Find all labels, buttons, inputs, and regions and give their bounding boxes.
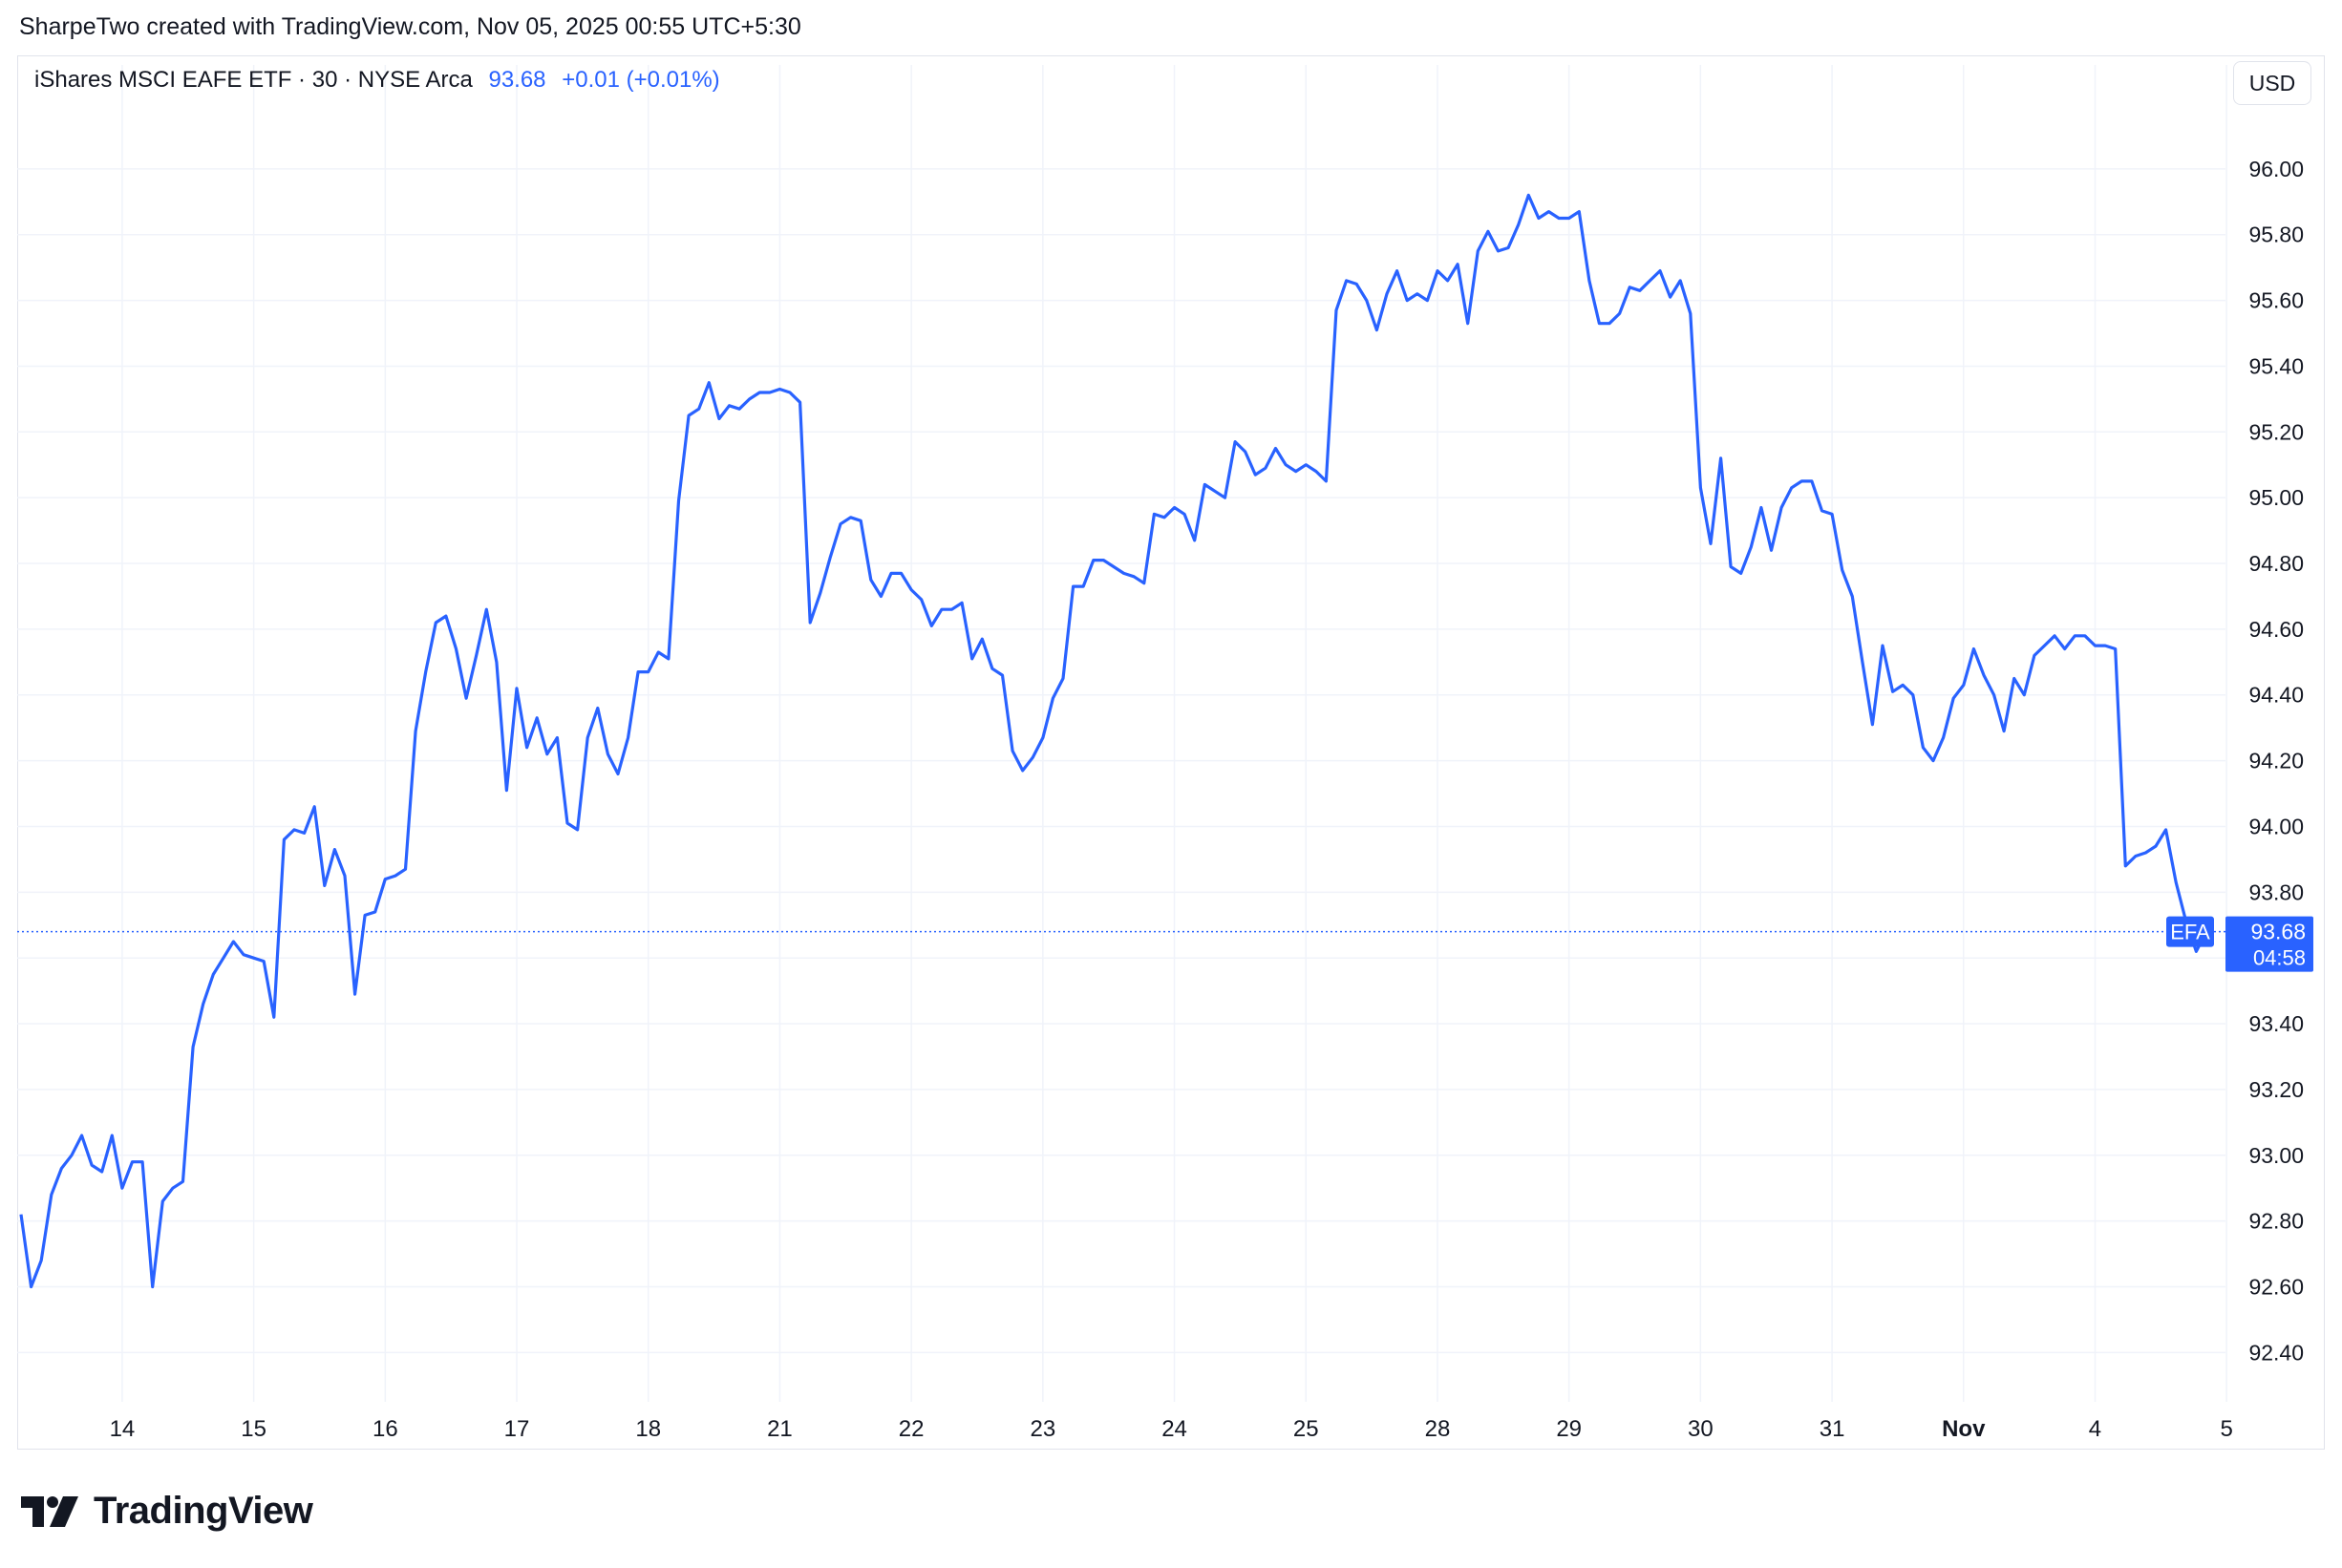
x-axis: 14 15 16 17 18 21 22 23 24 25 28 29 30 31 Nov 4 5 — [110, 1416, 2233, 1442]
legend-change: +0.01 (+0.01%) — [562, 67, 720, 93]
y-tick-label: 93.40 — [2248, 1011, 2304, 1036]
x-tick-label: 18 — [635, 1416, 661, 1442]
x-tick-label: 30 — [1688, 1416, 1714, 1442]
y-tick-label: 95.60 — [2248, 288, 2304, 313]
y-tick-label: 95.80 — [2248, 222, 2304, 247]
x-tick-label: 23 — [1031, 1416, 1056, 1442]
x-tick-label: 14 — [110, 1416, 136, 1442]
y-tick-label: 92.60 — [2248, 1274, 2304, 1299]
symbol-description: iShares MSCI EAFE ETF · 30 · NYSE Arca — [34, 67, 473, 93]
chart-legend[interactable]: iShares MSCI EAFE ETF · 30 · NYSE Arca 9… — [34, 67, 720, 94]
y-tick-label: 92.40 — [2248, 1340, 2304, 1365]
y-tick-label: 94.20 — [2248, 749, 2304, 773]
series-line-layer — [19, 193, 2208, 1289]
y-tick-label: 94.00 — [2248, 814, 2304, 838]
y-tick-label: 93.80 — [2248, 879, 2304, 904]
x-tick-label: 29 — [1556, 1416, 1582, 1442]
y-tick-label: 96.00 — [2248, 157, 2304, 181]
x-tick-label: 22 — [899, 1416, 925, 1442]
x-tick-label: 16 — [373, 1416, 398, 1442]
legend-price: 93.68 — [488, 67, 546, 93]
x-tick-label: 5 — [2221, 1416, 2233, 1442]
last-price-tag-bg — [2225, 916, 2313, 972]
logo-text: TradingView — [94, 1490, 313, 1532]
grid-lines — [17, 65, 2227, 1402]
bar-countdown: 04:58 — [2253, 946, 2306, 970]
y-axis: 92.4092.6092.8093.0093.2093.4093.6093.80… — [2248, 157, 2304, 1365]
x-tick-label: 15 — [241, 1416, 266, 1442]
ticker-tag-bg — [2166, 916, 2214, 947]
x-tick-label: 21 — [767, 1416, 793, 1442]
y-tick-label: 92.80 — [2248, 1209, 2304, 1234]
y-tick-label: 95.00 — [2248, 485, 2304, 510]
y-tick-label: 94.60 — [2248, 617, 2304, 642]
y-tick-label: 94.80 — [2248, 551, 2304, 576]
x-tick-label: 31 — [1820, 1416, 1845, 1442]
y-tick-label: 93.00 — [2248, 1143, 2304, 1168]
y-tick-label: 95.20 — [2248, 419, 2304, 444]
tradingview-logo-icon — [21, 1495, 78, 1527]
y-tick-label: 95.40 — [2248, 353, 2304, 378]
currency-button[interactable]: USD — [2233, 61, 2311, 105]
y-tick-label: 94.40 — [2248, 683, 2304, 708]
ticker-tag-label: EFA — [2170, 921, 2210, 944]
last-price-tag-value: 93.68 — [2250, 920, 2306, 944]
chart-attribution: SharpeTwo created with TradingView.com, … — [19, 13, 801, 40]
x-tick-label: Nov — [1942, 1416, 1986, 1442]
x-tick-label: 25 — [1293, 1416, 1319, 1442]
chart-frame — [17, 55, 2325, 1450]
tradingview-logo[interactable]: TradingView — [21, 1490, 313, 1533]
x-tick-label: 24 — [1161, 1416, 1187, 1442]
x-tick-label: 4 — [2089, 1416, 2101, 1442]
series-line-efa — [19, 193, 2208, 1289]
y-tick-label: 93.20 — [2248, 1077, 2304, 1102]
x-tick-label: 28 — [1425, 1416, 1451, 1442]
x-tick-label: 17 — [504, 1416, 530, 1442]
